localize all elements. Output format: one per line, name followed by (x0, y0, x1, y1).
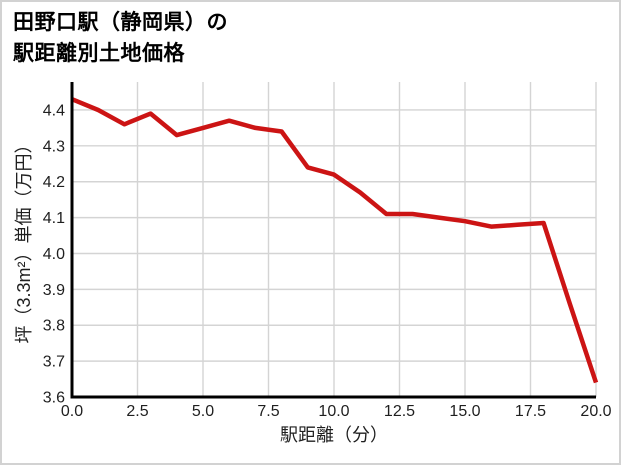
y-tick-label: 4.2 (43, 174, 65, 191)
y-tick-label: 3.9 (43, 282, 65, 299)
price-line-series (71, 97, 599, 384)
x-tick-label: 2.5 (126, 403, 148, 420)
x-tick-label: 20.0 (580, 403, 611, 420)
chart-title: 田野口駅（静岡県）の 駅距離別土地価格 (13, 7, 228, 69)
x-tick-label: 10.0 (318, 403, 349, 420)
y-tick-label: 3.7 (43, 354, 65, 371)
y-tick-label: 4.3 (43, 138, 65, 155)
x-tick-label: 15.0 (449, 403, 480, 420)
y-tick-label: 4.4 (43, 102, 65, 119)
y-tick-label: 3.6 (43, 390, 65, 407)
x-tick-label: 0.0 (61, 403, 83, 420)
y-tick-label: 4.0 (43, 246, 65, 263)
x-tick-label: 5.0 (192, 403, 214, 420)
y-axis-title: 坪（3.3m²）単価（万円） (14, 135, 34, 343)
x-axis-title: 駅距離（分） (280, 425, 388, 445)
x-tick-label: 7.5 (257, 403, 279, 420)
y-tick-label: 4.1 (43, 210, 65, 227)
chart-title-line1: 田野口駅（静岡県）の (13, 11, 228, 34)
y-tick-label: 3.8 (43, 318, 65, 335)
x-tick-label: 12.5 (384, 403, 415, 420)
chart-title-line2: 駅距離別土地価格 (13, 42, 185, 65)
x-tick-label: 17.5 (515, 403, 546, 420)
